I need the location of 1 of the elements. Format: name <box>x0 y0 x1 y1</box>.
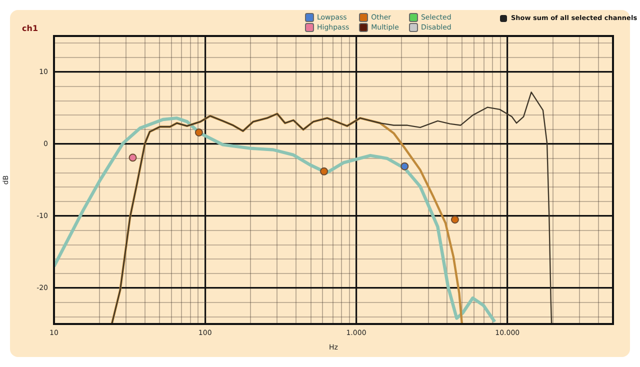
chart-title: ch1 <box>22 24 38 33</box>
